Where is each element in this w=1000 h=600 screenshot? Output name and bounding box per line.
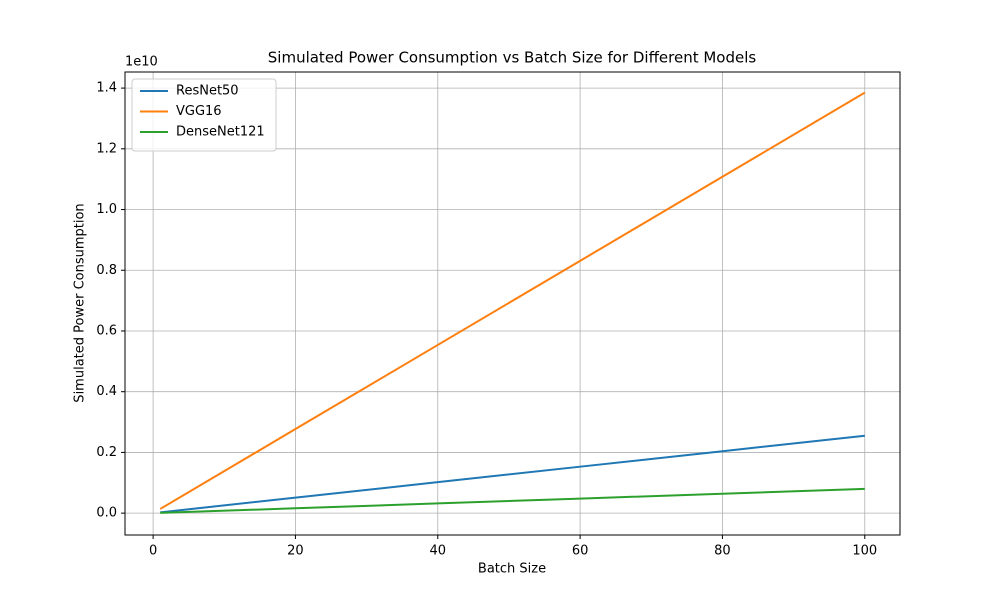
x-axis-label: Batch Size [478, 562, 546, 577]
line [160, 487, 865, 514]
x-tick-label: 40 [430, 544, 447, 559]
y-tick-label: 0.2 [96, 445, 117, 460]
legend-label: VGG16 [176, 104, 222, 119]
chart-title: Simulated Power Consumption vs Batch Siz… [268, 49, 757, 67]
y-tick-label: 0.0 [96, 506, 117, 521]
y-tick-label: 1.2 [96, 141, 117, 156]
line [160, 434, 865, 514]
legend-label: DenseNet121 [176, 125, 265, 140]
y-axis-label: Simulated Power Consumption [73, 203, 88, 402]
y-tick-label: 1.0 [96, 202, 117, 217]
x-tick-label: 80 [714, 544, 731, 559]
x-tick-label: 100 [852, 544, 877, 559]
x-tick-label: 0 [149, 544, 157, 559]
y-offset-label: 1e10 [125, 55, 158, 70]
y-tick-label: 0.4 [96, 384, 117, 399]
y-tick-label: 0.6 [96, 323, 117, 338]
legend-label: ResNet50 [176, 84, 239, 99]
y-tick-label: 1.4 [96, 81, 117, 96]
y-tick-label: 0.8 [96, 263, 117, 278]
axes-frame [124, 71, 901, 536]
x-tick-label: 20 [287, 544, 304, 559]
x-tick-label: 60 [572, 544, 589, 559]
line [159, 91, 866, 510]
